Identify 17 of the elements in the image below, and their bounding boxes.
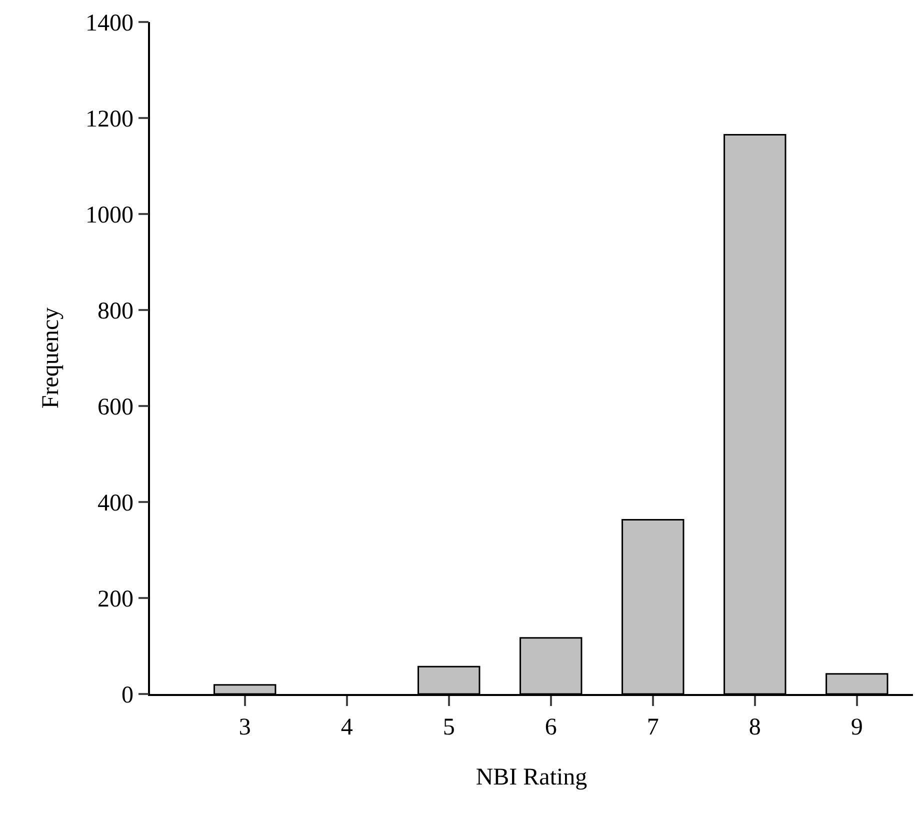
y-tick-label: 400 [97, 490, 134, 516]
x-axis-title: NBI Rating [476, 764, 588, 790]
x-tick-label: 3 [238, 714, 251, 741]
x-tick-label: 8 [748, 714, 761, 741]
y-tick-label: 1000 [85, 202, 134, 228]
y-tick-label: 1200 [85, 106, 134, 132]
y-tick-label: 1400 [85, 10, 134, 36]
y-tick-label: 800 [97, 298, 134, 324]
y-tick-label: 200 [97, 586, 134, 612]
y-axis-title: Frequency [38, 307, 64, 409]
y-tick-label: 600 [97, 394, 134, 420]
y-tick-label: 0 [121, 682, 134, 708]
x-tick-label: 9 [850, 714, 863, 741]
x-tick-label: 5 [442, 714, 455, 741]
x-tick-label: 7 [646, 714, 659, 741]
x-tick-label: 6 [544, 714, 557, 741]
x-tick-label: 4 [340, 714, 353, 741]
